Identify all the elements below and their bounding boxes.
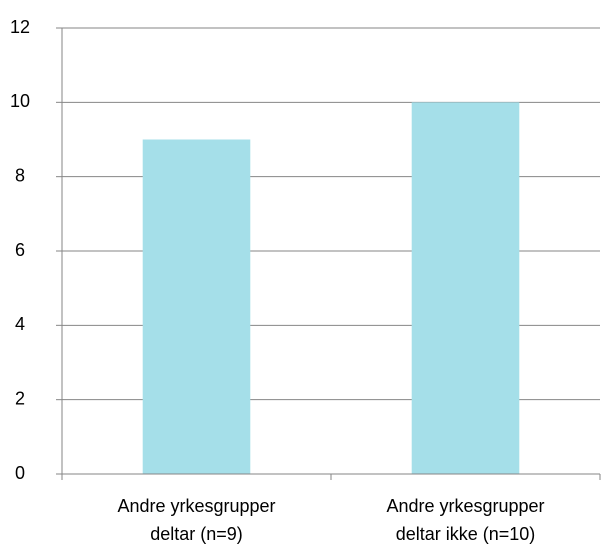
y-tick-label: 4 — [15, 314, 25, 334]
y-tick-label: 2 — [15, 388, 25, 408]
y-tick-label: 6 — [15, 240, 25, 260]
y-tick-label: 12 — [10, 17, 30, 37]
bar — [411, 102, 520, 474]
x-tick-label: Andre yrkesgrupper deltar ikke (n=10) — [386, 496, 545, 544]
x-tick-label: Andre yrkesgrupper deltar (n=9) — [117, 496, 276, 544]
bar — [142, 139, 251, 474]
y-tick-label: 0 — [15, 463, 25, 483]
y-tick-label: 10 — [10, 91, 30, 111]
y-tick-label: 8 — [15, 165, 25, 185]
